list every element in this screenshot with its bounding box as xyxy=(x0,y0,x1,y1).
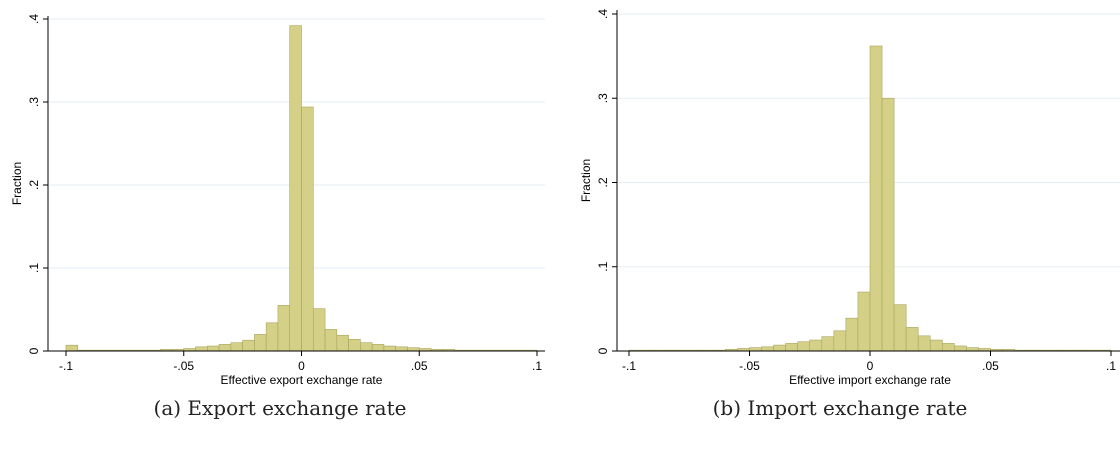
x-tick-label: -.05 xyxy=(739,359,760,373)
y-tick-label: .3 xyxy=(596,93,610,103)
histogram-bar xyxy=(761,346,774,352)
histogram-bar xyxy=(893,304,907,352)
histogram-bar xyxy=(395,346,408,352)
y-tick-label: .1 xyxy=(27,263,41,273)
histogram-bar xyxy=(773,344,786,352)
x-tick-label: .1 xyxy=(1106,359,1116,373)
histogram-bar xyxy=(312,308,326,352)
histogram-bar xyxy=(371,344,385,352)
histogram-bar xyxy=(65,344,79,352)
x-tick-label: .05 xyxy=(982,359,999,373)
histogram-bar xyxy=(749,347,762,352)
caption-a: (a) Export exchange rate xyxy=(153,396,407,420)
histogram-bar xyxy=(833,330,847,352)
histogram-bar xyxy=(941,343,955,352)
x-tick-label: -.1 xyxy=(622,359,636,373)
histogram-bar xyxy=(929,339,943,352)
histogram-bar xyxy=(301,106,314,352)
x-tick-label: .1 xyxy=(532,359,542,373)
histogram-bar xyxy=(845,317,859,352)
y-tick-label: .2 xyxy=(27,180,41,190)
y-tick-label: .2 xyxy=(596,177,610,187)
y-tick-label: .4 xyxy=(27,14,41,24)
x-axis-title: Effective import exchange rate xyxy=(789,373,951,387)
histogram-export: 0 .1 .2 .3 .4 -.1 -.05 0 .05 .1 Effective export e… xyxy=(10,14,545,387)
histogram-bar xyxy=(230,342,243,352)
histogram-bar xyxy=(195,346,208,352)
histogram-bar xyxy=(336,334,349,352)
x-tick-label: -.05 xyxy=(173,359,194,373)
histogram-bar xyxy=(809,339,823,352)
histogram-bar xyxy=(966,347,979,352)
histogram-bar xyxy=(797,341,811,352)
histogram-bar xyxy=(954,345,967,352)
histogram-bar xyxy=(869,45,883,352)
y-axis-title: Fraction xyxy=(579,159,593,202)
histogram-bar xyxy=(242,339,255,352)
x-tick-label: 0 xyxy=(298,359,305,373)
histogram-bar xyxy=(265,322,279,352)
y-tick-label: 0 xyxy=(27,347,41,354)
histogram-bar xyxy=(360,342,373,352)
histogram-bar xyxy=(277,305,291,352)
chart-panel-a: 0 .1 .2 .3 .4 -.1 -.05 0 .05 .1 Effective export e… xyxy=(10,14,545,420)
x-tick-label: -.1 xyxy=(59,359,73,373)
y-tick-label: .1 xyxy=(596,261,610,271)
histogram-bar xyxy=(254,334,267,352)
y-tick-label: 0 xyxy=(596,347,610,354)
histogram-bar xyxy=(324,329,338,352)
y-tick-label: .3 xyxy=(27,97,41,107)
histogram-bar xyxy=(383,345,396,352)
histogram-bar xyxy=(905,327,919,352)
histogram-bar xyxy=(881,97,895,352)
histogram-bar xyxy=(218,344,232,352)
chart-panel-b: 0 .1 .2 .3 .4 -.1 -.05 0 .05 .1 Effective import e… xyxy=(560,0,1120,452)
caption-b: (b) Import exchange rate xyxy=(712,396,968,420)
histogram-bar xyxy=(289,25,302,352)
histogram-bar xyxy=(348,339,361,352)
histogram-bar xyxy=(917,335,931,352)
x-axis-title: Effective export exchange rate xyxy=(221,373,383,387)
x-tick-label: 0 xyxy=(867,359,874,373)
histogram-bar xyxy=(821,336,835,352)
histogram-import: 0 .1 .2 .3 .4 -.1 -.05 0 .05 .1 Effective import e… xyxy=(579,9,1120,387)
x-tick-label: .05 xyxy=(411,359,428,373)
y-tick-label: .4 xyxy=(596,9,610,19)
histogram-bar xyxy=(207,345,220,352)
y-axis-title: Fraction xyxy=(10,162,24,205)
histogram-bar xyxy=(785,343,798,352)
histogram-bar xyxy=(857,291,871,352)
